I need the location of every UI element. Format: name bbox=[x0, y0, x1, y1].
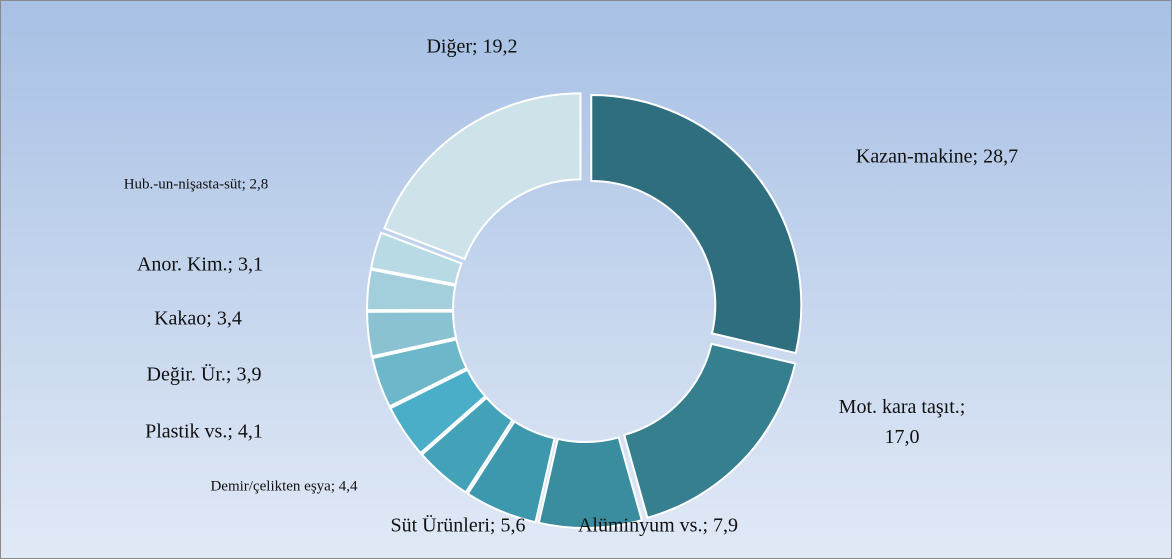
slice bbox=[537, 436, 644, 529]
slice bbox=[420, 396, 514, 494]
slice bbox=[389, 368, 487, 455]
slice bbox=[383, 92, 582, 261]
data-label: Plastik vs.; 4,1 bbox=[145, 421, 263, 443]
slice bbox=[371, 338, 468, 408]
data-label: Alüminyum vs.; 7,9 bbox=[578, 515, 738, 537]
data-label: Anor. Kim.; 3,1 bbox=[137, 254, 263, 276]
data-label: Değir. Ür.; 3,9 bbox=[147, 363, 262, 386]
data-label: Kazan-makine; 28,7 bbox=[856, 146, 1018, 168]
slice bbox=[366, 268, 457, 312]
slice bbox=[590, 94, 803, 355]
data-label: Demir/çelikten eşya; 4,4 bbox=[210, 478, 358, 494]
slice bbox=[622, 342, 797, 519]
data-label: Kakao; 3,4 bbox=[154, 308, 242, 330]
data-label: Diğer; 19,2 bbox=[426, 36, 517, 58]
slice bbox=[369, 231, 463, 286]
data-label: Hub.-un-nişasta-süt; 2,8 bbox=[124, 176, 269, 192]
data-label: Süt Ürünleri; 5,6 bbox=[391, 514, 526, 537]
data-label: Mot. kara taşıt.; 17,0 bbox=[839, 396, 966, 448]
slice bbox=[366, 310, 458, 358]
slice bbox=[466, 420, 556, 524]
